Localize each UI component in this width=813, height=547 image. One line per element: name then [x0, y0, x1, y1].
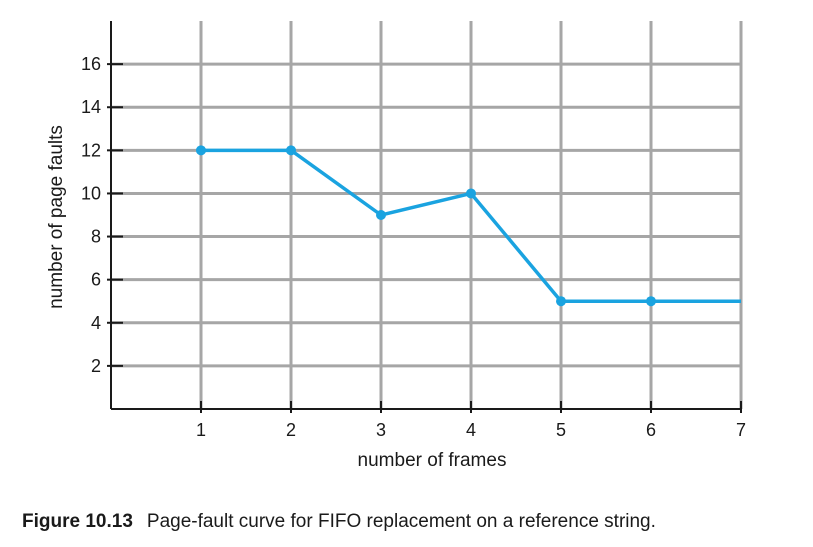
y-tick-label-10: 10 — [81, 183, 101, 203]
x-tick-label-2: 2 — [286, 420, 296, 440]
data-point-6 — [646, 296, 656, 307]
x-tick-label-6: 6 — [646, 420, 656, 440]
x-tick-label-7: 7 — [736, 420, 746, 440]
grid-lines — [111, 21, 743, 409]
data-point-4 — [466, 188, 476, 199]
x-axis-title: number of frames — [358, 450, 507, 471]
y-tick-label-2: 2 — [91, 356, 101, 376]
y-tick-label-14: 14 — [81, 97, 101, 117]
figure-number: Figure 10.13 — [22, 511, 133, 532]
y-tick-label-16: 16 — [81, 54, 101, 74]
x-tick-label-4: 4 — [466, 420, 476, 440]
data-point-1 — [196, 145, 206, 156]
data-point-2 — [286, 145, 296, 156]
data-point-5 — [556, 296, 566, 307]
x-tick-label-5: 5 — [556, 420, 566, 440]
x-tick-label-3: 3 — [376, 420, 386, 440]
figure-caption: Figure 10.13 Page-fault curve for FIFO re… — [22, 511, 656, 533]
caption-text: Page-fault curve for FIFO replacement on… — [146, 511, 656, 532]
series-fifo — [196, 145, 741, 307]
y-tick-label-12: 12 — [81, 140, 101, 160]
y-axis-title: number of page faults — [46, 125, 67, 309]
x-tick-label-1: 1 — [196, 420, 206, 440]
axes — [107, 21, 742, 413]
data-point-3 — [376, 210, 386, 220]
y-tick-label-6: 6 — [91, 270, 101, 290]
y-tick-label-8: 8 — [91, 227, 101, 247]
y-tick-label-4: 4 — [91, 313, 101, 333]
